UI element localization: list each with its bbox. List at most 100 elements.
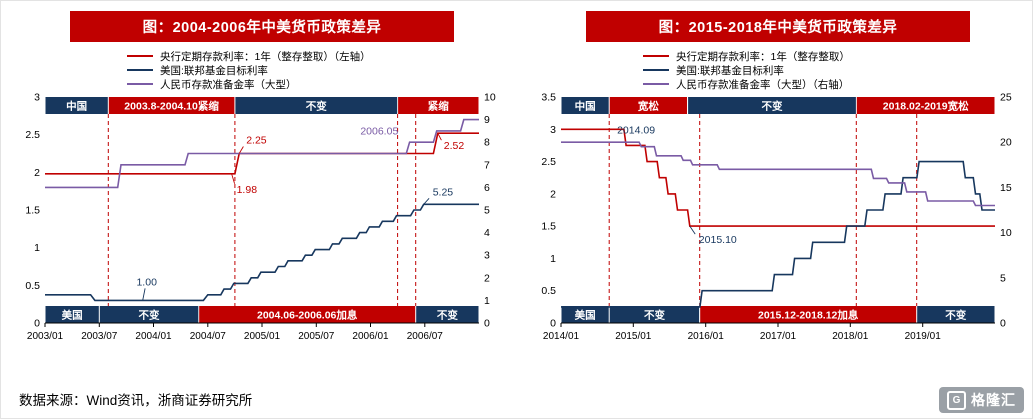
legend-line-swatch [127,55,153,57]
bottom-band: 美国 不变 2004.06-2006.06加息 不变 [45,306,479,323]
legend-label: 人民币存款准备金率（大型） [160,78,297,91]
annotation-label: 2015.10 [699,234,737,246]
y-left-tick-label: 3 [34,93,40,104]
logo-icon: G [947,390,966,410]
x-tick-label: 2017/01 [760,331,797,342]
y-left-tick-label: 3.5 [541,93,556,104]
x-tick-label: 2006/01 [352,331,389,342]
y-left-tick-label: 0 [34,318,40,330]
chart-panel-2015-2018: 图：2015-2018年中美货币政策差异 央行定期存款利率：1年（整存整取） 美… [531,7,1025,357]
y-right-tick-label: 7 [484,159,490,171]
y-right-tick-label: 25 [1000,93,1012,104]
annotation-label: 2.52 [444,140,465,152]
legend-line-swatch [643,83,669,85]
x-tick-label: 2005/07 [298,331,335,342]
x-tick-label: 2016/01 [688,331,725,342]
y-left-tick-label: 2.5 [25,129,40,141]
annotation-label: 2006.05 [360,126,398,138]
top-band: 中国 宽松 不变 2018.02-2019宽松 [561,97,995,114]
x-tick-label: 2003/07 [81,331,118,342]
annotation-label: 5.25 [433,186,454,198]
y-left-tick-label: 0 [550,318,556,330]
svg-text:中国: 中国 [66,99,87,112]
legend-item: 美国:联邦基金目标利率 [643,63,1025,77]
x-tick-label: 2004/01 [135,331,172,342]
legend-line-swatch [643,55,669,57]
svg-text:不变: 不变 [306,99,327,112]
x-tick-label: 2005/01 [244,331,281,342]
y-right-tick-label: 6 [484,182,490,194]
logo-text: 格隆汇 [971,392,1016,408]
legend-item: 央行定期存款利率：1年（整存整取） [643,49,1025,63]
charts-row: 图：2004-2006年中美货币政策差异 央行定期存款利率：1年（整存整取）（左… [1,1,1032,357]
top-band: 中国 2003.8-2004.10紧缩 不变 紧缩 [45,97,479,114]
legend-label: 人民币存款准备金率（大型）（右轴） [676,78,850,91]
legend-item: 人民币存款准备金率（大型）（右轴） [643,77,1025,91]
y-right-tick-label: 8 [484,137,490,149]
svg-text:不变: 不变 [139,308,160,321]
annotation-label: 1.98 [237,184,258,196]
y-right-tick-label: 5 [484,205,490,217]
svg-text:不变: 不变 [762,99,783,112]
svg-text:2018.02-2019宽松: 2018.02-2019宽松 [883,99,969,112]
series-line-red [561,128,995,227]
svg-text:不变: 不变 [945,308,966,321]
y-right-tick-label: 1 [484,295,490,307]
y-left-tick-label: 0.5 [541,285,556,297]
legend-label: 美国:联邦基金目标利率 [160,64,268,77]
y-left-tick-label: 0.5 [25,280,40,292]
y-right-tick-label: 10 [1000,227,1012,239]
y-right-tick-label: 20 [1000,137,1012,149]
y-left-tick-label: 3 [550,124,556,136]
y-right-tick-label: 15 [1000,182,1012,194]
legend-label: 央行定期存款利率：1年（整存整取） [676,50,850,63]
gelonghui-logo: G 格隆汇 [939,387,1024,413]
svg-text:2004.06-2006.06加息: 2004.06-2006.06加息 [257,308,358,321]
svg-text:2003.8-2004.10紧缩: 2003.8-2004.10紧缩 [124,99,219,112]
legend-item: 央行定期存款利率：1年（整存整取）（左轴） [127,49,509,63]
svg-text:美国: 美国 [575,308,596,321]
svg-text:中国: 中国 [575,99,596,112]
svg-text:2015.12-2018.12加息: 2015.12-2018.12加息 [758,308,859,321]
x-tick-label: 2014/01 [543,331,580,342]
y-left-tick-label: 2.5 [541,156,556,168]
x-tick-label: 2003/01 [27,331,64,342]
svg-text:不变: 不变 [644,308,665,321]
x-tick-label: 2018/01 [832,331,869,342]
y-right-tick-label: 5 [1000,272,1006,284]
legend-line-swatch [127,83,153,85]
chart-title-banner: 图：2004-2006年中美货币政策差异 [70,11,454,42]
chart-legend: 央行定期存款利率：1年（整存整取）（左轴） 美国:联邦基金目标利率 人民币存款准… [127,49,509,91]
series-line-purple [561,141,995,207]
y-right-tick-label: 0 [484,318,490,330]
svg-text:宽松: 宽松 [637,99,659,112]
legend-item: 美国:联邦基金目标利率 [127,63,509,77]
legend-line-swatch [643,69,669,71]
x-tick-label: 2019/01 [905,331,942,342]
series-line-purple [45,118,479,189]
y-right-tick-label: 4 [484,227,490,239]
bottom-band: 美国 不变 2015.12-2018.12加息 不变 [561,306,995,323]
chart-title-banner: 图：2015-2018年中美货币政策差异 [586,11,970,42]
series-line-navy [561,160,995,308]
x-tick-label: 2004/07 [190,331,227,342]
chart-legend: 央行定期存款利率：1年（整存整取） 美国:联邦基金目标利率 人民币存款准备金率（… [643,49,1025,91]
y-right-tick-label: 9 [484,114,490,126]
series-line-navy [45,203,479,302]
y-right-tick-label: 0 [1000,318,1006,330]
y-left-tick-label: 1.5 [541,221,556,233]
legend-label: 美国:联邦基金目标利率 [676,64,784,77]
chart-panel-2004-2006: 图：2004-2006年中美货币政策差异 央行定期存款利率：1年（整存整取）（左… [15,7,509,357]
annotation-label: 1.00 [136,276,157,288]
y-right-tick-label: 2 [484,272,490,284]
svg-text:美国: 美国 [62,308,83,321]
legend-label: 央行定期存款利率：1年（整存整取）（左轴） [160,50,371,63]
data-source-text: 数据来源：Wind资讯，浙商证券研究所 [19,393,253,408]
y-left-tick-label: 2 [550,188,556,200]
y-left-tick-label: 1 [550,253,556,265]
legend-item: 人民币存款准备金率（大型） [127,77,509,91]
y-right-tick-label: 10 [484,93,496,104]
